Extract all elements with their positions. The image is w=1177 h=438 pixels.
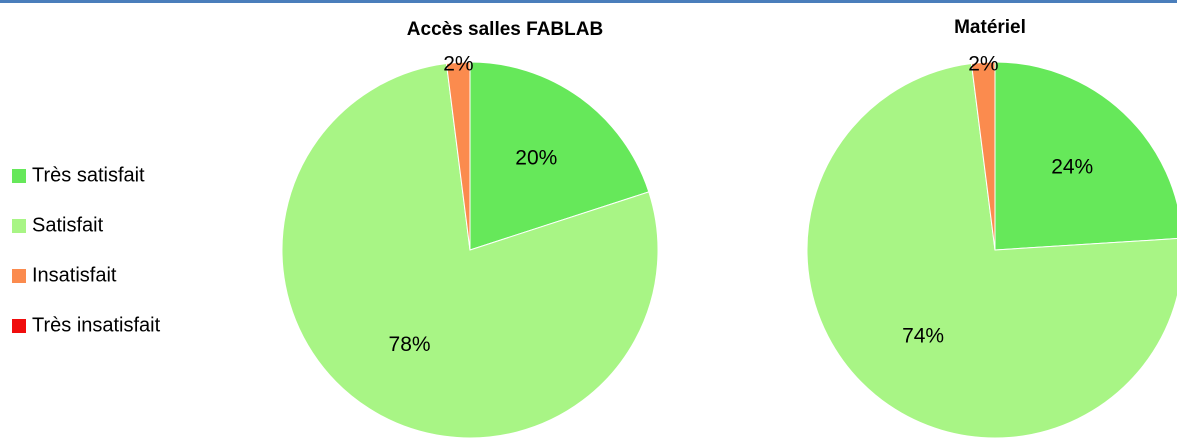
chart-title: Accès salles FABLAB bbox=[407, 19, 603, 40]
top-border bbox=[0, 0, 1177, 3]
data-label: 24% bbox=[1051, 155, 1093, 178]
legend-swatch bbox=[12, 319, 26, 333]
legend-swatch bbox=[12, 219, 26, 233]
chart-title: Matériel bbox=[954, 17, 1026, 38]
data-label: 20% bbox=[515, 146, 557, 169]
pie-slice bbox=[806, 62, 1177, 438]
data-label: 78% bbox=[389, 333, 431, 356]
pie-slice bbox=[970, 61, 996, 251]
legend-label: Très satisfait bbox=[32, 164, 145, 186]
data-label: 2% bbox=[443, 53, 473, 76]
legend-label: Insatisfait bbox=[32, 264, 117, 286]
data-label: 74% bbox=[902, 324, 944, 347]
pie-slice bbox=[445, 61, 471, 251]
pie-slice bbox=[469, 61, 650, 251]
legend-swatch bbox=[12, 269, 26, 283]
pie-slice bbox=[994, 61, 1177, 251]
data-label: 2% bbox=[968, 53, 998, 76]
legend-label: Satisfait bbox=[32, 214, 104, 236]
legend-swatch bbox=[12, 169, 26, 183]
pie-slice bbox=[281, 62, 659, 438]
legend-label: Très insatisfait bbox=[32, 314, 161, 336]
